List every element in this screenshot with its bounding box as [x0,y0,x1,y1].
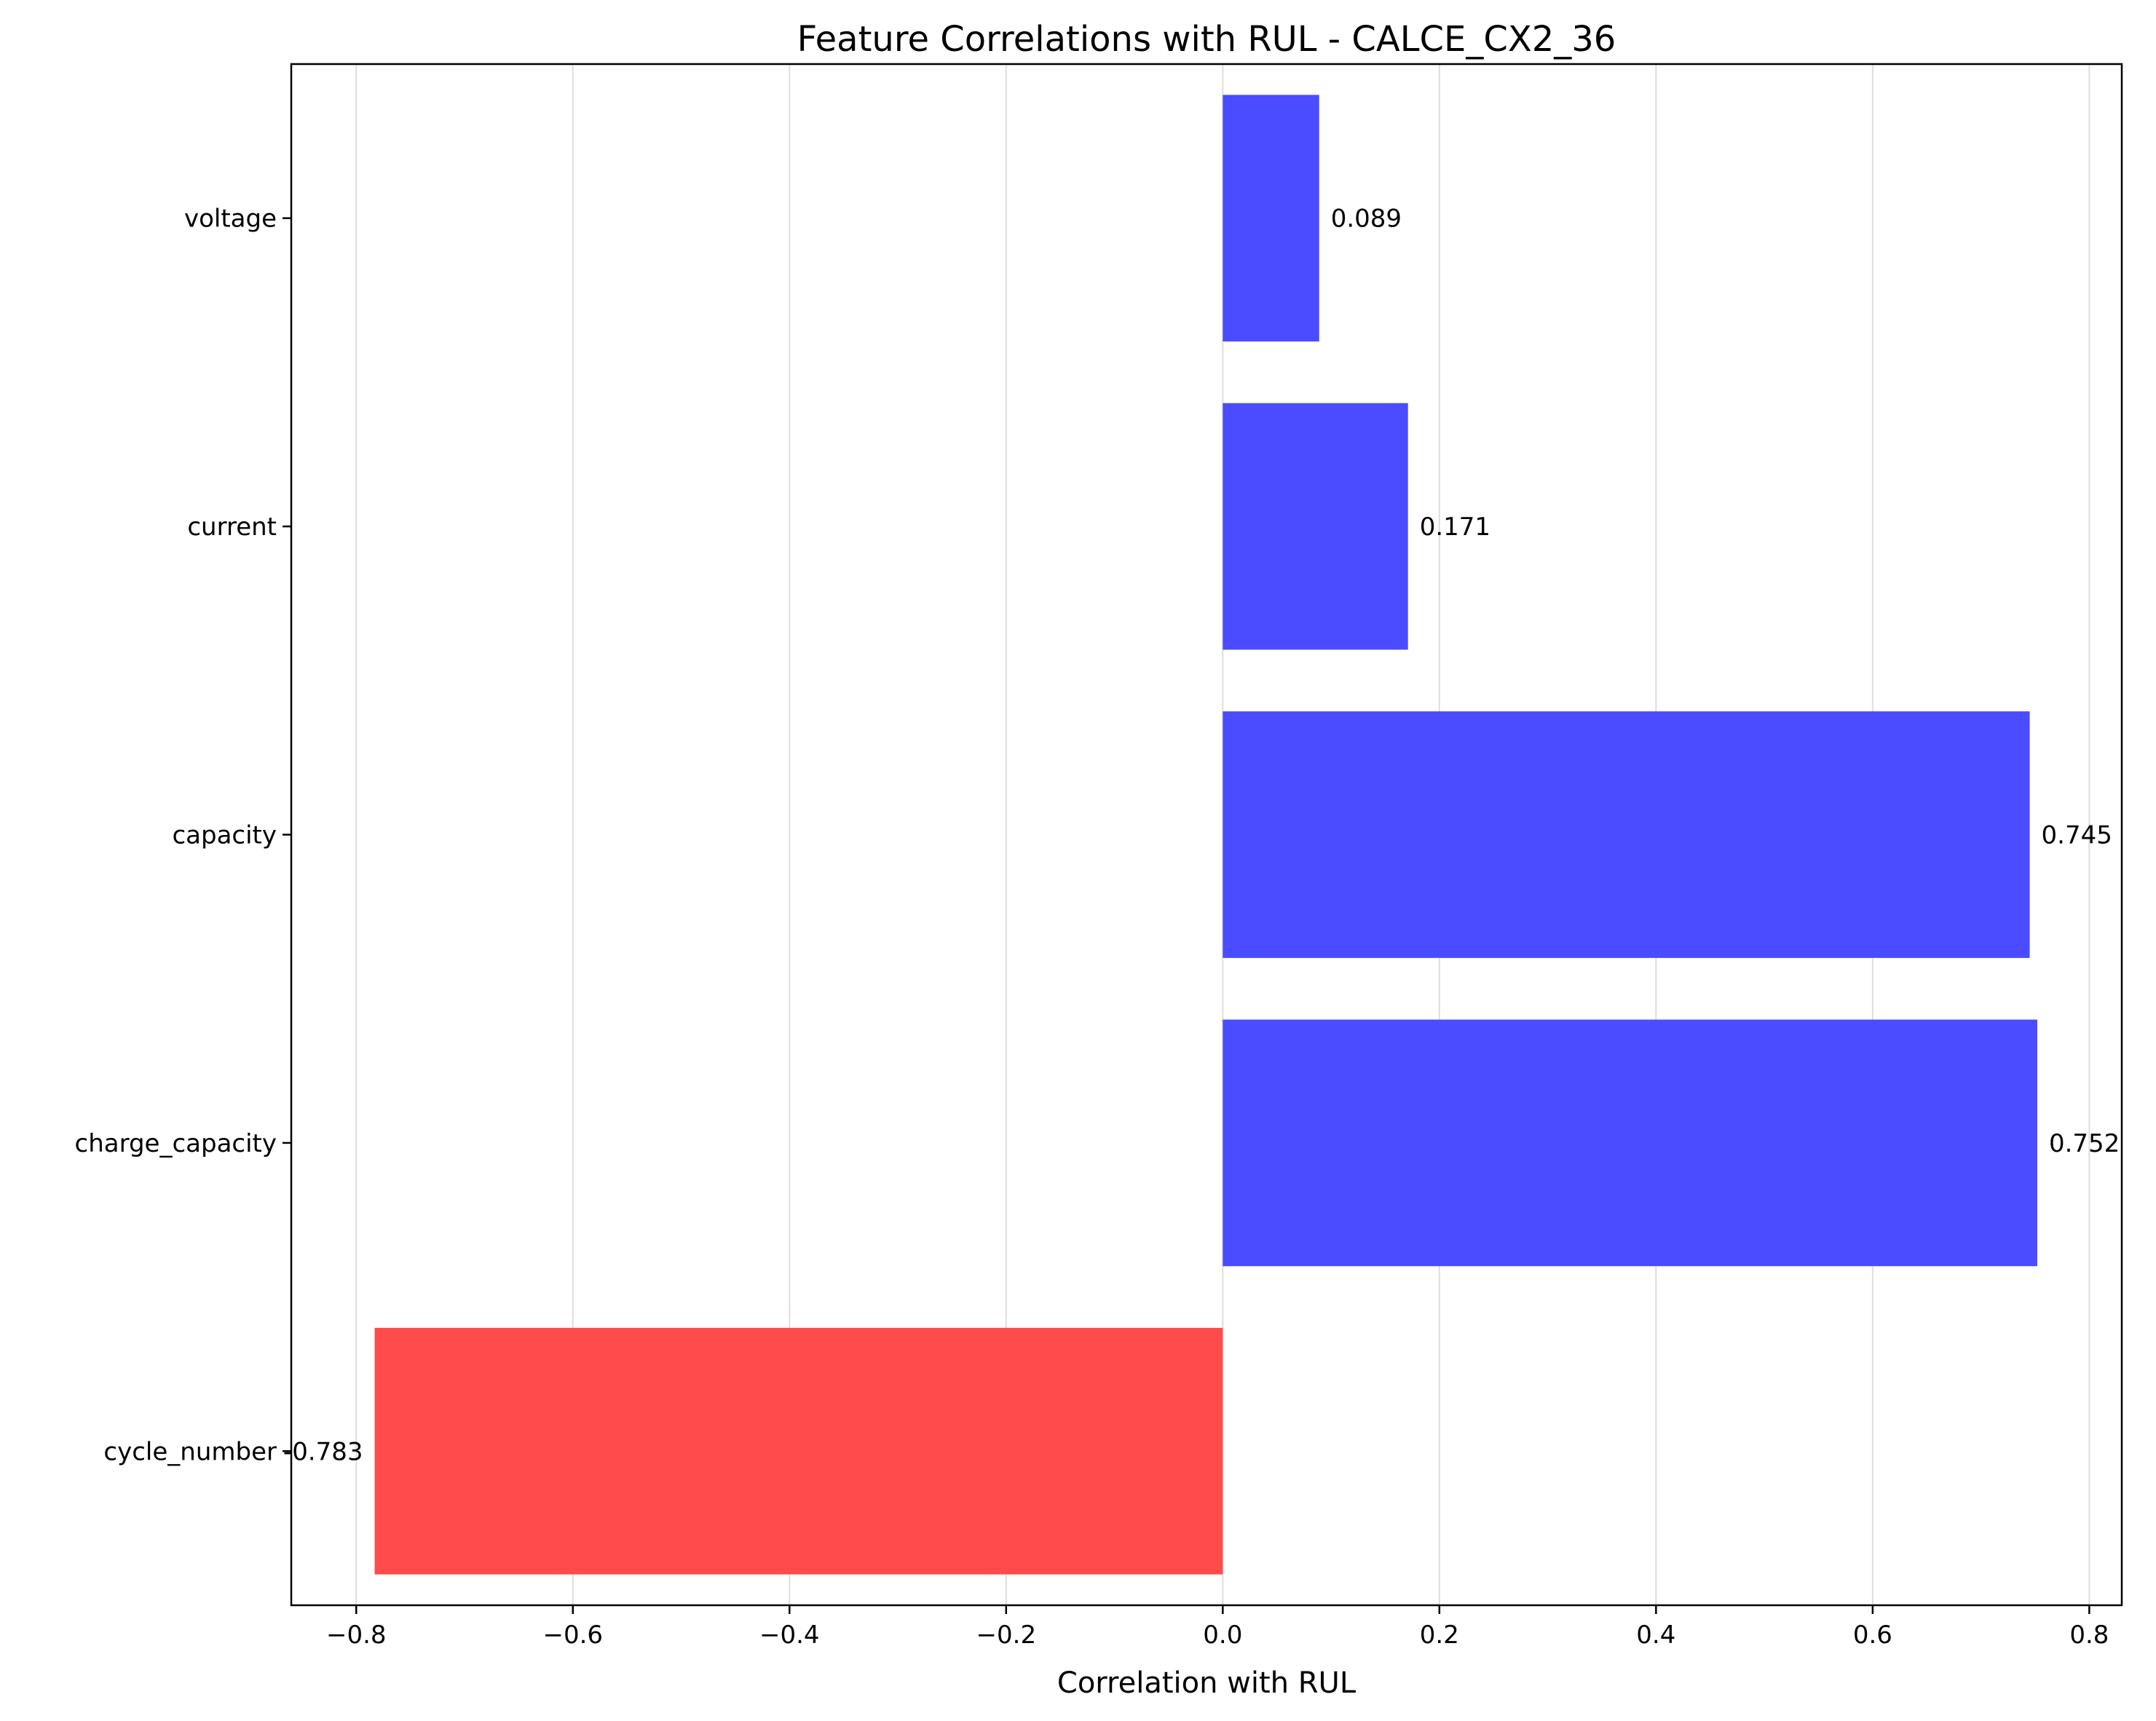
x-tick-label: 0.0 [1203,1621,1242,1650]
bar-voltage [1223,95,1319,342]
bars [374,95,2037,1575]
x-tick-label: 0.8 [2069,1621,2109,1650]
bar-charge-capacity [1223,1019,2037,1267]
y-tick-label-voltage: voltage [184,205,277,234]
y-tick-label-current: current [187,513,277,542]
x-tick-label: −0.4 [759,1621,820,1650]
x-tick-label: −0.8 [326,1621,387,1650]
value-label-cycle-number: -0.783 [283,1437,363,1466]
x-axis-ticks: −0.8 −0.6 −0.4 −0.2 0.0 0.2 0.4 0.6 0.8 [326,1605,2109,1650]
bar-current [1223,403,1408,650]
y-tick-label-charge-capacity: charge_capacity [75,1129,277,1158]
bar-capacity [1223,711,2030,958]
value-label-capacity: 0.745 [2042,821,2112,850]
y-tick-label-capacity: capacity [172,821,277,850]
x-axis-label: Correlation with RUL [1057,1666,1357,1700]
value-label-voltage: 0.089 [1331,205,1402,234]
x-tick-label: 0.2 [1420,1621,1459,1650]
x-tick-label: 0.4 [1636,1621,1675,1650]
value-label-current: 0.171 [1420,513,1490,542]
y-axis-ticks: voltage current capacity charge_capacitycyc… [75,205,291,1466]
chart-title: Feature Correlations with RUL - CALCE_CX… [797,19,1616,60]
x-tick-label: −0.2 [976,1621,1037,1650]
value-label-charge-capacity: 0.752 [2049,1129,2120,1158]
x-tick-label: −0.6 [542,1621,603,1650]
bar-cycle-number [374,1327,1223,1575]
x-tick-label: 0.6 [1853,1621,1892,1650]
bar-value-labels: 0.089 0.171 0.745 0.752 -0.783 [283,205,2120,1467]
y-tick-label-cycle-number: cycle_number [103,1437,277,1466]
